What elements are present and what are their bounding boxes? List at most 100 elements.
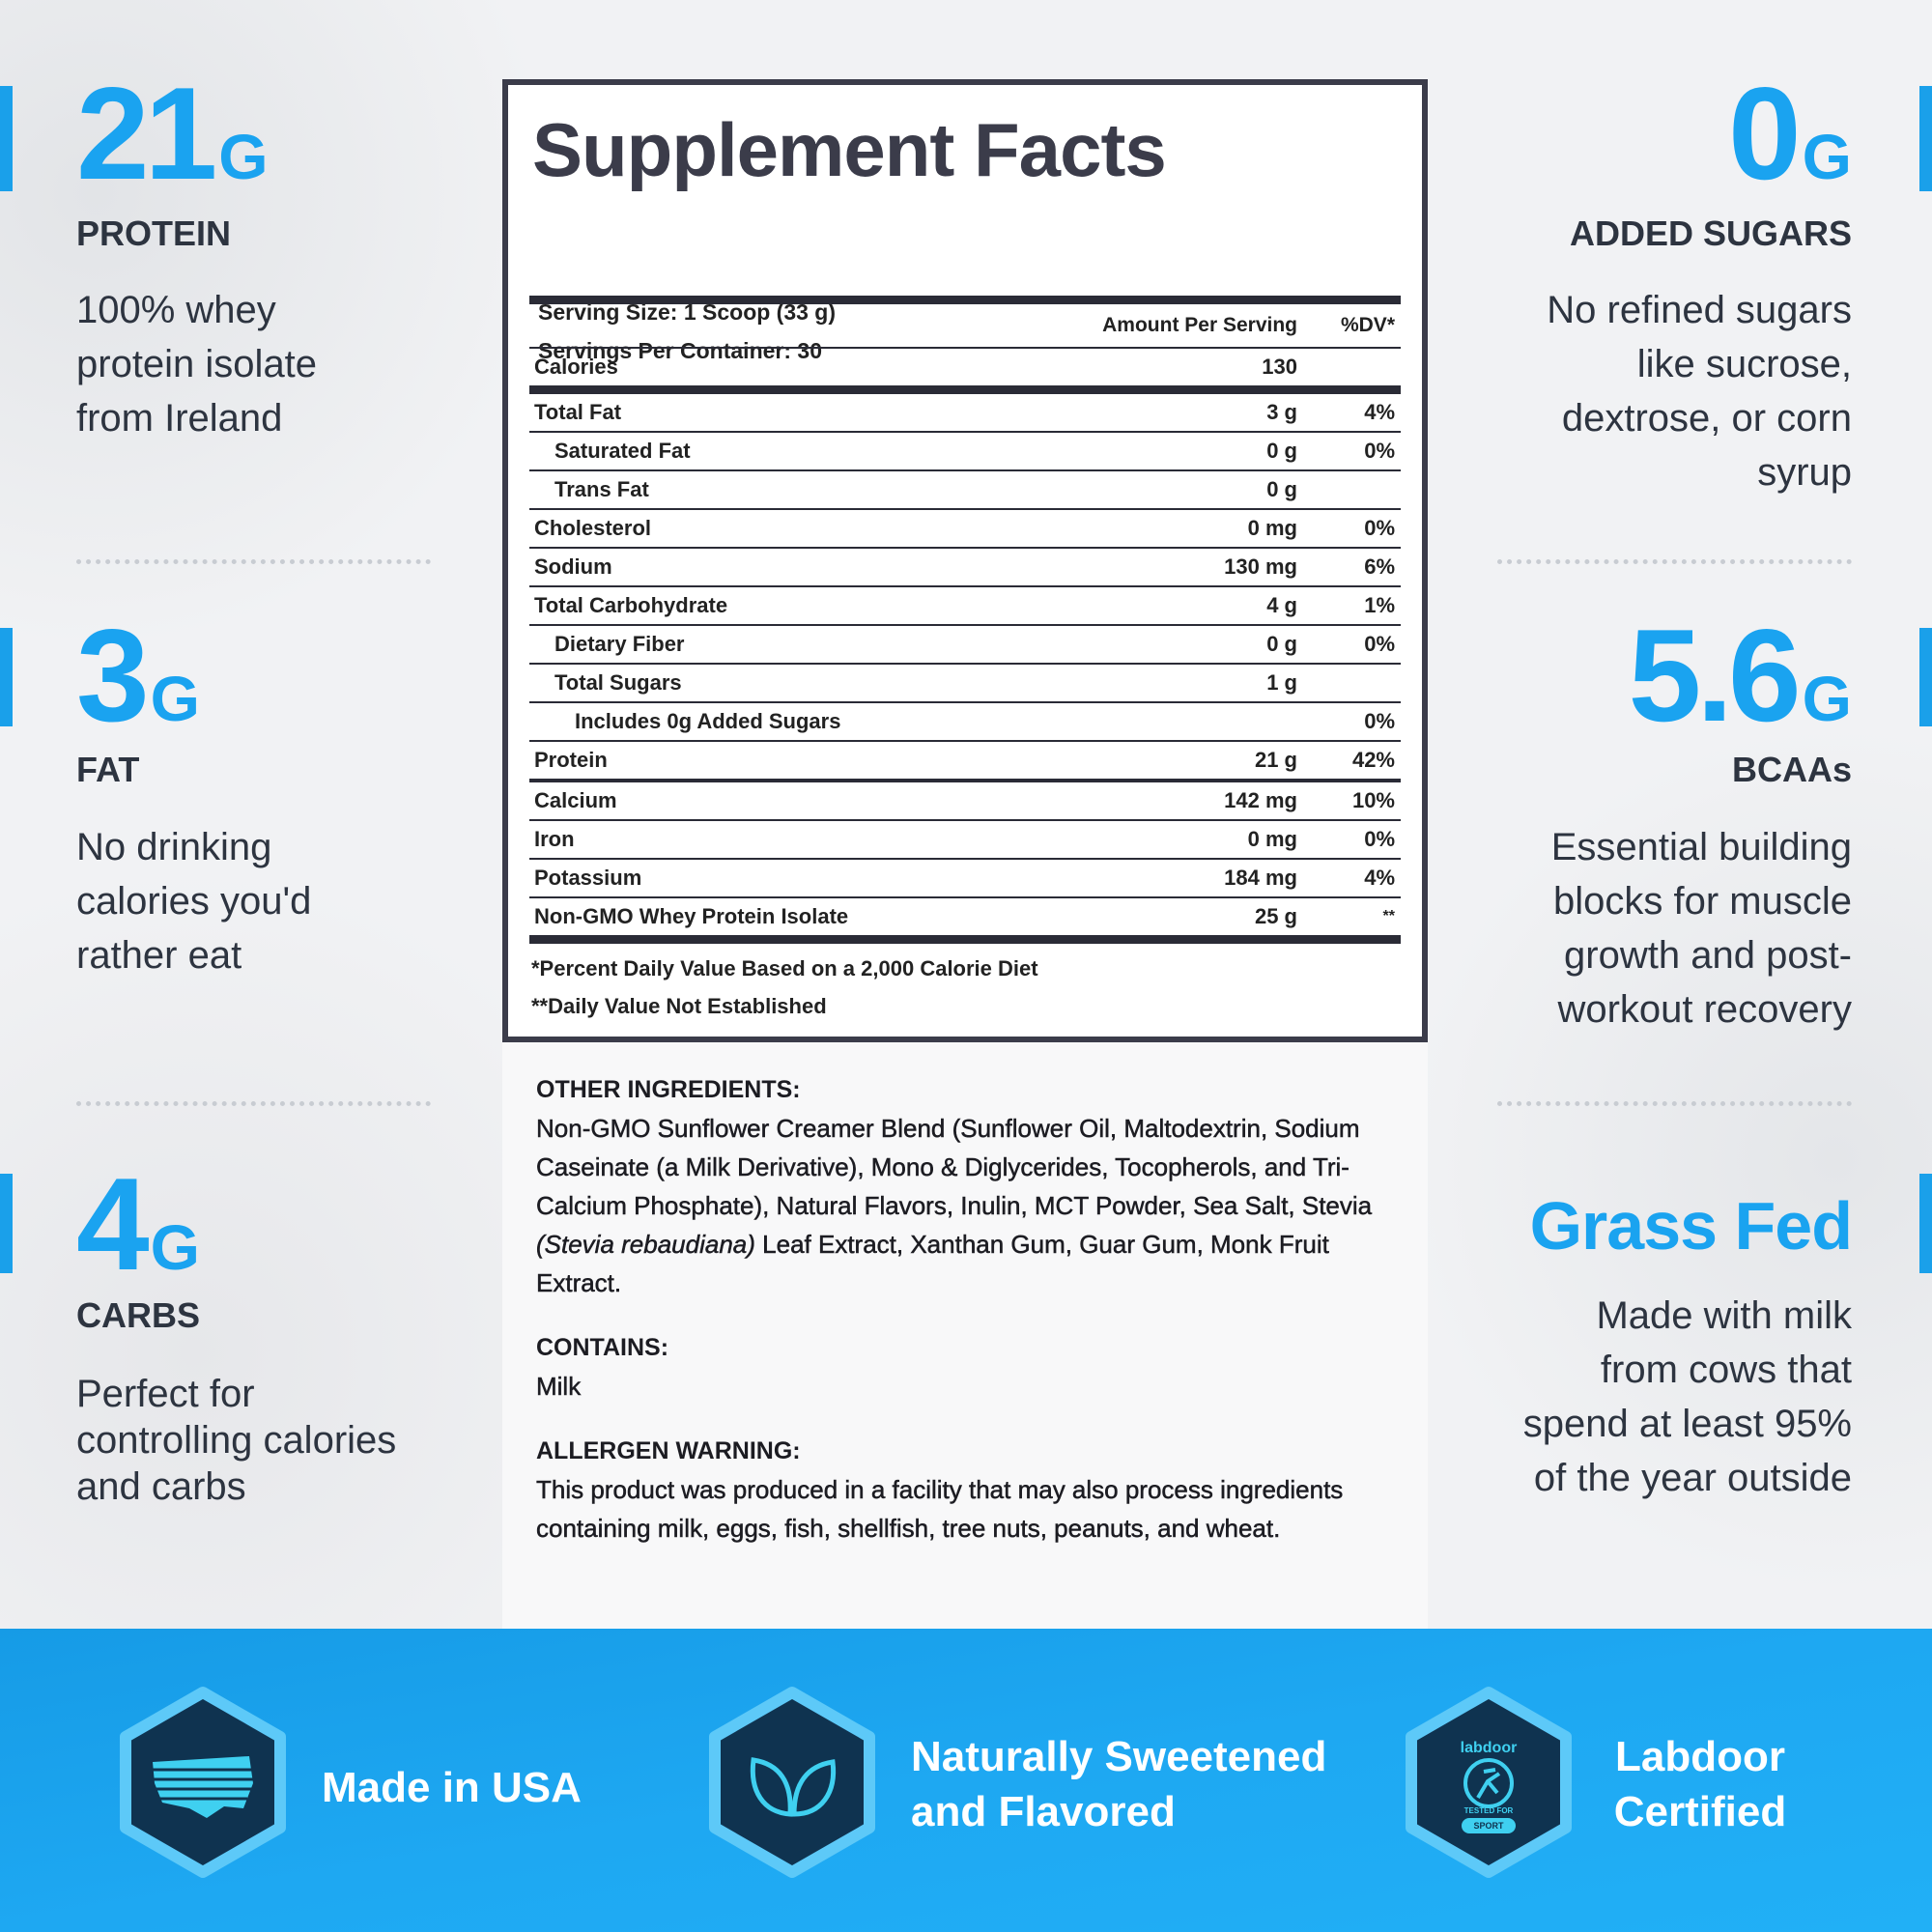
- spacer: [529, 304, 1046, 347]
- feature-description: workout recovery: [1557, 988, 1852, 1031]
- ingredient-text: Milk: [536, 1367, 1396, 1406]
- facts-table: Amount Per Serving %DV* Calories 130 Total…: [529, 296, 1401, 1025]
- feature-description: Essential building: [1550, 826, 1852, 868]
- feature-description: and carbs: [76, 1465, 246, 1508]
- usa-map: [153, 1756, 253, 1818]
- footnote: *Percent Daily Value Based on a 2,000 Ca…: [531, 956, 1038, 980]
- facts-row: Trans Fat 0 g: [529, 471, 1401, 510]
- facts-row: Calories 130: [529, 349, 1401, 394]
- daily-value: 0%: [1364, 632, 1395, 656]
- ingredient-heading: OTHER INGREDIENTS:: [536, 1076, 801, 1103]
- nutrient-name: Cholesterol: [534, 516, 652, 540]
- daily-value: 6%: [1364, 554, 1395, 579]
- amount: 1 g: [1266, 670, 1297, 695]
- unit: G: [150, 663, 200, 734]
- header-row: Amount Per Serving %DV*: [529, 304, 1401, 349]
- ingredient-text: This product was produced in a facility …: [536, 1470, 1396, 1548]
- feature-description: Perfect for: [76, 1373, 255, 1415]
- badge-label: Naturally Sweetened and Flavored: [911, 1729, 1326, 1839]
- facts-row: Dietary Fiber 0 g 0%: [529, 626, 1401, 665]
- amount: 0 mg: [1247, 827, 1297, 851]
- feature-value: 4G: [76, 1156, 200, 1292]
- feature-value: Grass Fed: [1529, 1187, 1853, 1264]
- facts-row: Cholesterol 0 mg 0%: [529, 510, 1401, 549]
- feature-description: from cows that: [1600, 1349, 1852, 1391]
- nutrient-name: Iron: [534, 827, 575, 851]
- dotted-separator: [1497, 1101, 1852, 1106]
- ingredients: OTHER INGREDIENTS: Non-GMO Sunflower Crea…: [536, 1070, 1396, 1574]
- daily-value: 1%: [1364, 593, 1395, 617]
- feature-description: of the year outside: [1533, 1457, 1852, 1499]
- facts-row: Total Sugars 1 g: [529, 665, 1401, 703]
- servings-per-container: Servings Per Container: 30: [538, 338, 822, 363]
- daily-value: 42%: [1351, 748, 1395, 772]
- value: 0: [1728, 60, 1802, 207]
- edge-bar: [1919, 1174, 1932, 1273]
- feature-description: dextrose, or corn: [1561, 397, 1852, 440]
- amount: 130 mg: [1224, 554, 1297, 579]
- edge-bar: [1919, 628, 1932, 726]
- badge-label-line: Naturally Sweetened: [911, 1733, 1327, 1780]
- value: 21: [76, 60, 217, 207]
- badge-icon: [120, 1687, 286, 1878]
- facts-row: Total Carbohydrate 4 g 1%: [529, 587, 1401, 626]
- feature-description: controlling calories: [76, 1419, 397, 1462]
- edge-bar: [0, 1174, 13, 1273]
- nutrient-name: Sodium: [534, 554, 612, 579]
- value: 5.6: [1628, 602, 1802, 749]
- footnotes: *Percent Daily Value Based on a 2,000 Ca…: [529, 944, 1401, 1025]
- nutrient-name: Trans Fat: [554, 477, 649, 501]
- amount: 0 g: [1266, 632, 1297, 656]
- badge-label-line: and Flavored: [911, 1788, 1176, 1835]
- feature-description: from Ireland: [76, 397, 283, 440]
- feature-description: calories you'd: [76, 880, 312, 923]
- badge-label-line: Labdoor: [1615, 1733, 1785, 1780]
- feature-description: syrup: [1757, 451, 1852, 494]
- unit: G: [150, 1211, 200, 1283]
- ingredients-panel: [502, 1042, 1428, 1629]
- amount: 4 g: [1266, 593, 1297, 617]
- feature-description: No drinking: [76, 826, 272, 868]
- unit: G: [1802, 121, 1852, 192]
- amount: 142 mg: [1224, 788, 1297, 812]
- nutrient-name: Non-GMO Whey Protein Isolate: [534, 904, 849, 928]
- feature-description: No refined sugars: [1547, 289, 1852, 331]
- text-part: Leaf Extract, Xanthan Gum, Guar Gum, Mon…: [536, 1230, 1329, 1298]
- badge-band: [0, 1629, 1932, 1932]
- feature-description: spend at least 95%: [1522, 1403, 1852, 1445]
- facts-title: Supplement Facts: [532, 107, 1167, 192]
- footnote: **Daily Value Not Established: [531, 994, 827, 1018]
- nutrient-name: Calories: [534, 355, 618, 379]
- text-part: Milk: [536, 1372, 582, 1402]
- dotted-separator: [1497, 559, 1852, 564]
- value: Grass Fed: [1529, 1188, 1853, 1264]
- feature-description: growth and post-: [1564, 934, 1852, 977]
- amount: 3 g: [1266, 400, 1297, 424]
- edge-bar: [1919, 86, 1932, 191]
- daily-value: **: [1382, 908, 1395, 924]
- supplement-facts-panel: Supplement Facts Serving Size: 1 Scoop (…: [502, 79, 1428, 1042]
- nutrient-name: Dietary Fiber: [554, 632, 685, 656]
- dotted-separator: [76, 559, 431, 564]
- feature-label: CARBS: [76, 1295, 201, 1335]
- column-header: %DV*: [1340, 314, 1395, 336]
- amount: 21 g: [1254, 748, 1297, 772]
- icon-text: labdoor: [1460, 1740, 1518, 1756]
- nutrient-name: Saturated Fat: [554, 439, 691, 463]
- facts-row: Saturated Fat 0 g 0%: [529, 433, 1401, 471]
- facts-row: Calcium 142 mg 10%: [529, 782, 1401, 821]
- nutrient-name: Potassium: [534, 866, 642, 890]
- amount: 0 g: [1266, 477, 1297, 501]
- feature-description: blocks for muscle: [1553, 880, 1852, 923]
- daily-value: 4%: [1364, 400, 1395, 424]
- daily-value: 4%: [1364, 866, 1395, 890]
- badge-label: Made in USA: [322, 1760, 582, 1815]
- facts-row: Iron 0 mg 0%: [529, 821, 1401, 860]
- amount: [1046, 703, 1303, 740]
- ingredient-heading: ALLERGEN WARNING:: [536, 1437, 801, 1464]
- icon-text: SPORT: [1473, 1821, 1504, 1831]
- feature-description: Made with milk: [1596, 1294, 1852, 1337]
- daily-value: 0%: [1364, 516, 1395, 540]
- daily-value: [1303, 349, 1401, 385]
